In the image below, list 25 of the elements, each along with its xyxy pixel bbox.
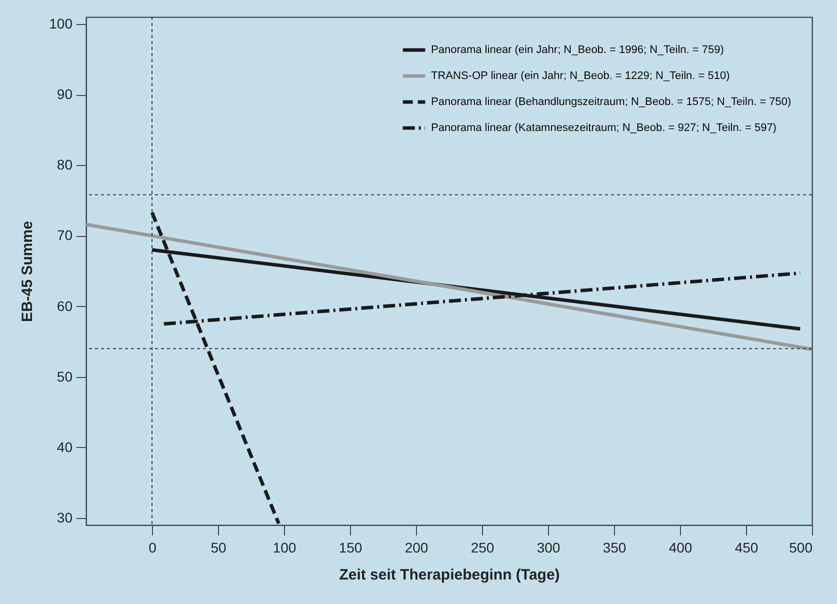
x-tick-label: 500 (789, 540, 813, 556)
x-tick-label: 50 (210, 540, 226, 556)
x-tick-label: 400 (668, 540, 692, 556)
x-tick-label: 300 (536, 540, 560, 556)
y-tick-label: 90 (56, 86, 73, 102)
y-tick-label: 40 (56, 438, 73, 455)
legend-label: Panorama linear (ein Jahr; N_Beob. = 1996; N_Teiln. = 759) (431, 44, 724, 56)
y-tick-label: 100 (49, 16, 73, 32)
x-tick-label: 250 (470, 540, 494, 556)
y-tick-label: 50 (56, 368, 73, 384)
legend-label: Panorama linear (Behandlungszeitraum; N_Beob. = 1575; N_Teiln. = 750) (431, 96, 792, 108)
x-tick-label: 450 (734, 540, 758, 556)
x-tick-label: 100 (272, 540, 296, 556)
x-tick-label: 0 (148, 540, 157, 556)
x-axis-title: Zeit seit Therapiebeginn (Tage) (339, 566, 560, 584)
x-tick-label: 150 (338, 540, 362, 556)
y-tick-label: 70 (56, 227, 73, 244)
x-tick-label: 350 (602, 540, 626, 556)
x-tick-label: 200 (404, 540, 428, 556)
legend-label: Panorama linear (Katamnesezeitraum; N_Beob. = 927; N_Teiln. = 597) (431, 122, 776, 134)
y-tick-label: 80 (56, 156, 73, 173)
y-tick-label: 30 (56, 509, 73, 526)
legend-label: TRANS-OP linear (ein Jahr; N_Beob. = 1229; N_Teiln. = 510) (431, 70, 730, 82)
y-tick-label: 60 (56, 298, 73, 314)
y-axis-title: EB-45 Summe (19, 221, 36, 322)
